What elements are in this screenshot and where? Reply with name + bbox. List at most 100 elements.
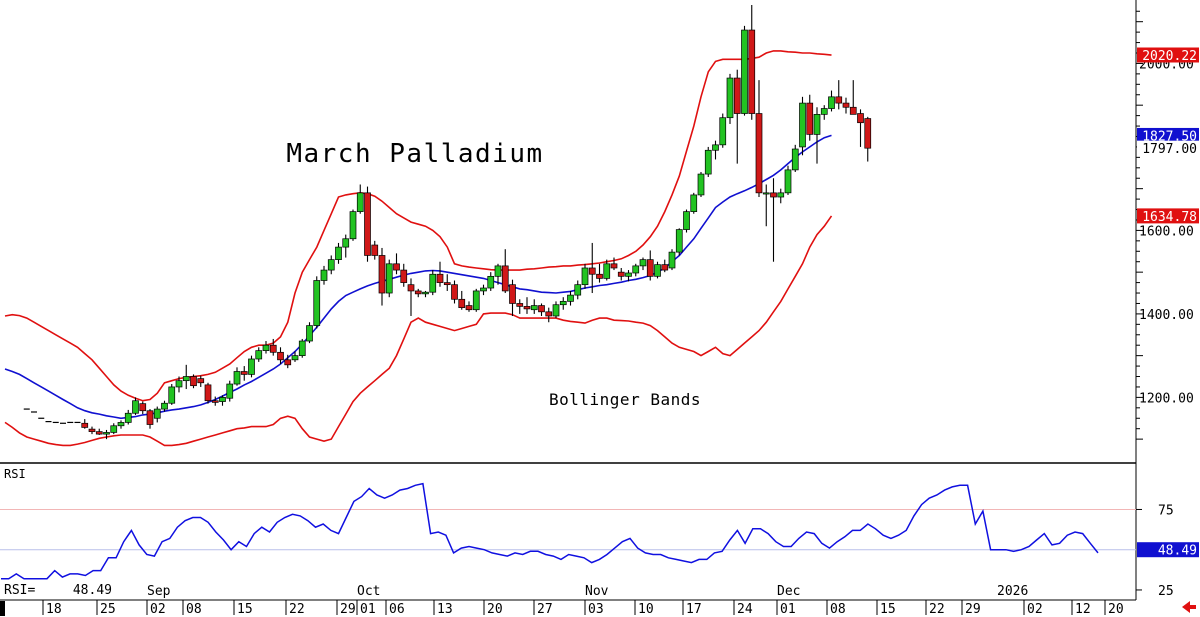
candle-body xyxy=(523,306,531,310)
candle-body xyxy=(712,144,719,151)
candle-body xyxy=(364,192,371,256)
candle-body xyxy=(538,305,545,313)
candle-body xyxy=(436,273,444,283)
rsi-value-readout: 48.49 xyxy=(73,583,112,598)
candle-body xyxy=(646,259,654,277)
candle-body xyxy=(320,269,328,281)
candle-body xyxy=(385,263,393,294)
candle-body xyxy=(277,351,284,361)
candle-body xyxy=(596,273,603,279)
candle-body xyxy=(335,246,342,260)
date-tick-label: 29 xyxy=(965,602,981,617)
rsi-axis: 75 25 48.49 xyxy=(1136,503,1199,599)
candle-body xyxy=(639,259,647,267)
price-label-text: 2020.22 xyxy=(1142,49,1197,64)
rsi-last-box xyxy=(1137,542,1199,558)
candle-body xyxy=(480,287,487,292)
candle-body xyxy=(588,267,596,275)
candle-body xyxy=(226,383,234,399)
candle-body xyxy=(117,422,125,427)
date-tick-label: 08 xyxy=(186,602,202,617)
candle-body xyxy=(371,244,379,256)
rsi-panel: RSI RSI= 48.49 75 25 48.49 xyxy=(0,467,1199,599)
price-label-text: 1634.78 xyxy=(1142,210,1197,225)
candle-body xyxy=(820,108,828,115)
candle-body xyxy=(378,255,386,294)
candle-body xyxy=(451,284,458,300)
candle-body xyxy=(719,117,727,146)
candle-body xyxy=(465,305,473,311)
rsi-panel-title: RSI xyxy=(4,467,26,481)
candle-body xyxy=(306,325,313,342)
month-label: Sep xyxy=(147,584,171,599)
candle-body xyxy=(530,305,538,311)
candle-body xyxy=(175,380,183,388)
candle-body xyxy=(255,350,263,360)
date-tick-label: 12 xyxy=(1075,602,1091,617)
date-tick-label: 01 xyxy=(360,602,376,617)
rsi-value-prefix: RSI= xyxy=(4,583,35,598)
date-tick-label: 06 xyxy=(389,602,405,617)
candle-body xyxy=(190,376,197,387)
candle-body xyxy=(857,113,864,124)
candle-body xyxy=(741,29,748,114)
candle-body xyxy=(153,408,161,419)
scroll-left-arrow-icon[interactable] xyxy=(1182,601,1196,613)
candle-body xyxy=(342,238,350,248)
date-axis: 18 25 02 08 15 22 29 01 06 13 20 27 03 10 17 24 01 08 15 22… xyxy=(0,584,1136,617)
candle-body xyxy=(516,303,524,307)
candle-body xyxy=(262,344,270,351)
candle-body xyxy=(269,344,277,353)
rsi-last-label: 48.49 xyxy=(1158,544,1197,559)
candle-body xyxy=(668,251,676,269)
candle-body xyxy=(139,403,147,412)
candle-body xyxy=(443,282,451,286)
candle-body xyxy=(675,229,683,253)
upper-band-line xyxy=(4,50,832,402)
bollinger-bands xyxy=(4,50,833,447)
candlesticks xyxy=(23,5,872,440)
date-tick-label: 18 xyxy=(46,602,62,617)
candle-body xyxy=(748,29,756,114)
candle-body xyxy=(617,271,625,277)
candle-body xyxy=(545,311,553,317)
rsi-series-line xyxy=(1,482,1099,580)
month-label: 2026 xyxy=(997,584,1028,599)
date-tick-label: 01 xyxy=(780,602,796,617)
date-tick-label: 22 xyxy=(289,602,305,617)
date-tick-label: 24 xyxy=(737,602,753,617)
candle-body xyxy=(400,269,408,283)
price-panel: March Palladium Bollinger Bands xyxy=(4,5,872,447)
candle-body xyxy=(240,371,248,375)
candle-body xyxy=(407,284,415,292)
candle-body xyxy=(291,355,299,361)
candle-body xyxy=(458,298,466,308)
middle-band-line xyxy=(4,134,832,420)
date-tick-label: 17 xyxy=(686,602,702,617)
rsi-tick-label: 75 xyxy=(1158,503,1174,518)
candle-body xyxy=(690,194,698,212)
candle-body xyxy=(95,431,103,435)
rsi-line xyxy=(1,482,1099,580)
date-tick-label: 22 xyxy=(929,602,945,617)
candle-body xyxy=(472,290,480,311)
candle-body xyxy=(726,77,734,119)
candle-body xyxy=(799,102,806,148)
candle-body xyxy=(233,371,241,385)
candle-body xyxy=(429,273,437,293)
candle-body xyxy=(632,265,640,274)
candle-body xyxy=(777,192,785,198)
candle-body xyxy=(552,304,560,317)
candle-body xyxy=(284,359,292,366)
price-tick-label: 1400.00 xyxy=(1139,308,1194,323)
date-tick-label: 29 xyxy=(340,602,356,617)
candle-body xyxy=(501,265,509,292)
candle-body xyxy=(132,400,139,414)
candle-body xyxy=(864,118,872,149)
rsi-tick-label: 25 xyxy=(1158,584,1174,599)
price-label-box xyxy=(1137,208,1199,224)
candle-body xyxy=(509,284,516,304)
candle-body xyxy=(487,275,495,289)
candle-body xyxy=(755,113,763,194)
